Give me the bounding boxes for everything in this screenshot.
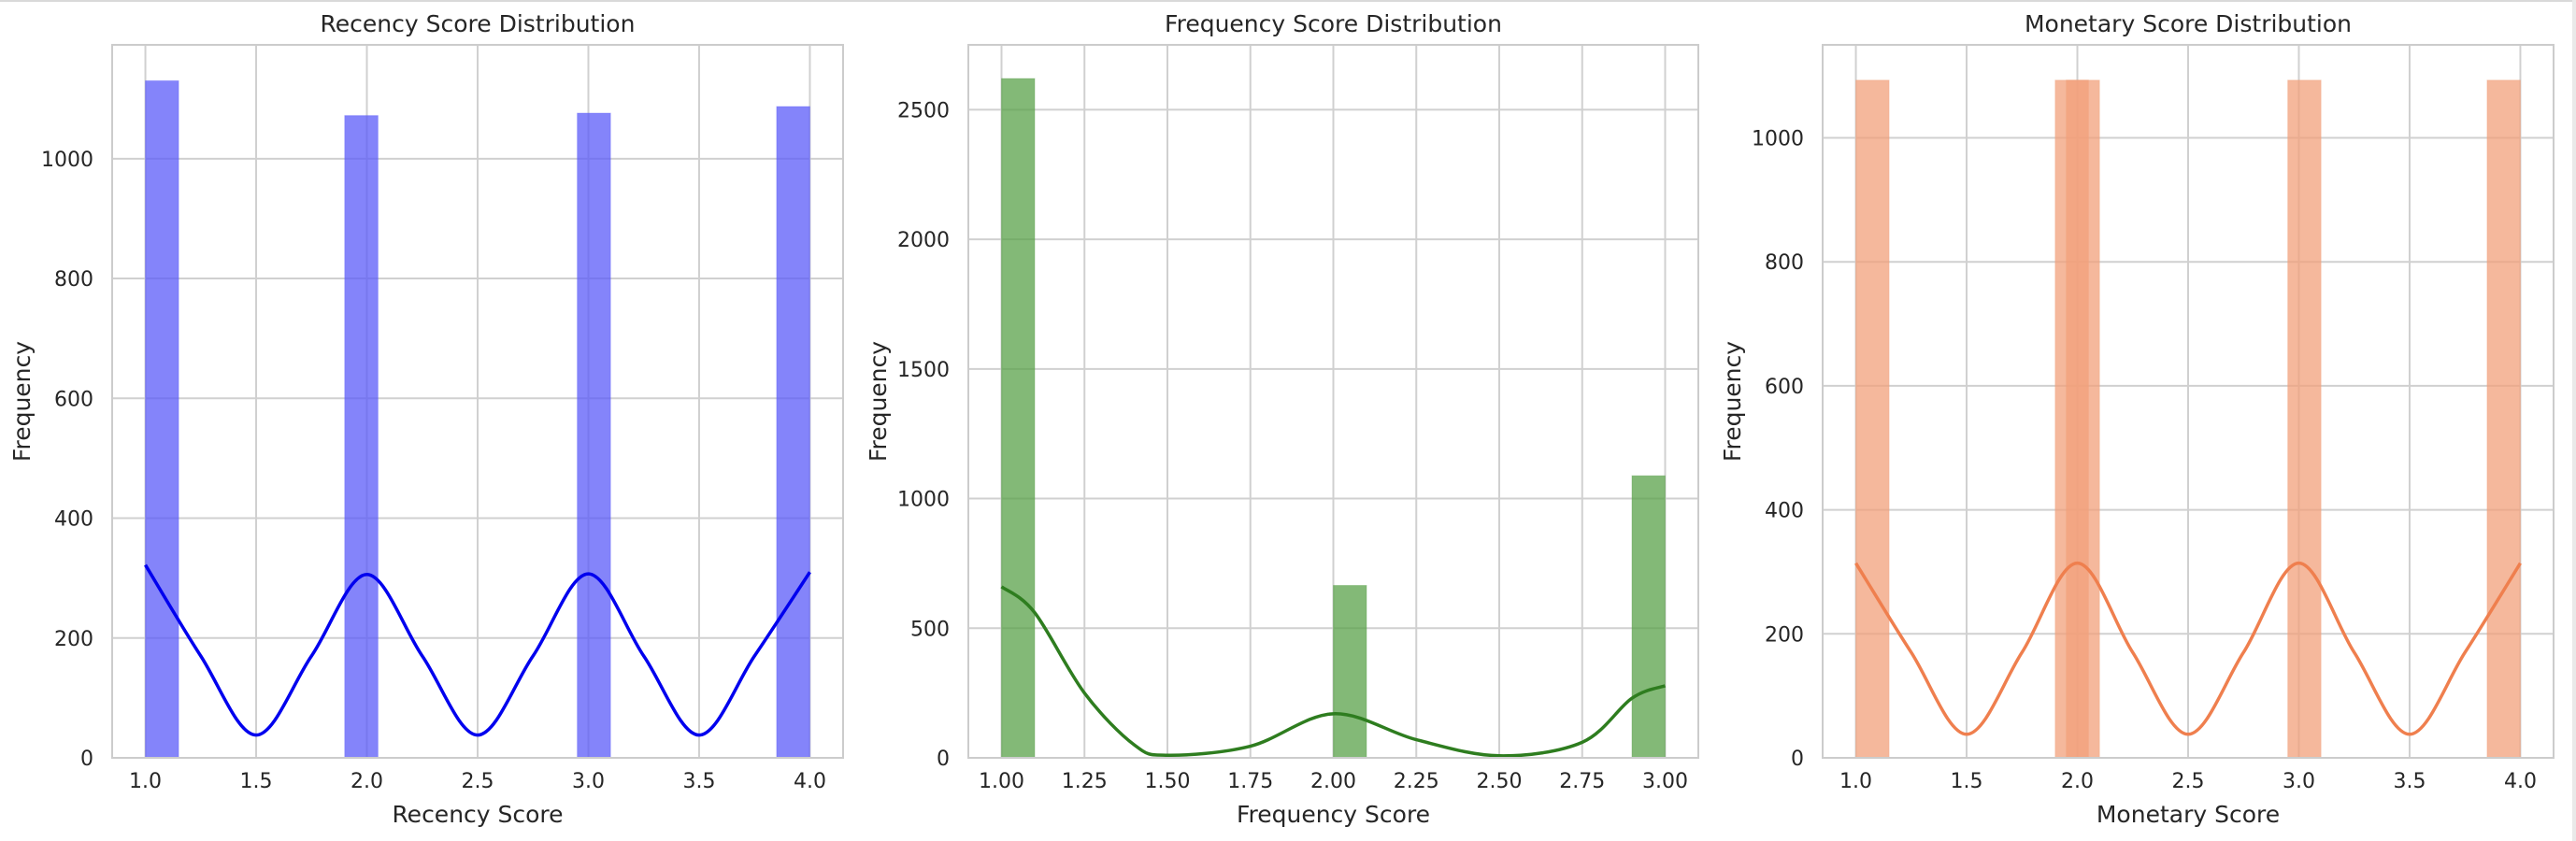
recency-bar bbox=[344, 115, 379, 759]
monetary-ytick-label: 1000 bbox=[1752, 128, 1804, 151]
monetary-y-axis-label: Frequency bbox=[1719, 341, 1746, 462]
monetary-xtick-label: 3.0 bbox=[2283, 770, 2315, 793]
recency-xtick-label: 1.0 bbox=[129, 770, 162, 793]
monetary-ytick-label: 600 bbox=[1765, 376, 1804, 399]
monetary-xtick-label: 2.5 bbox=[2172, 770, 2205, 793]
monetary-chart-title: Monetary Score Distribution bbox=[2025, 10, 2352, 37]
monetary-xtick-label: 4.0 bbox=[2504, 770, 2537, 793]
monetary-bar bbox=[1855, 79, 1890, 759]
frequency-xtick-label: 2.25 bbox=[1394, 770, 1439, 793]
frequency-chart-title: Frequency Score Distribution bbox=[1165, 10, 1502, 37]
monetary-bar bbox=[2066, 79, 2100, 759]
frequency-kde-line bbox=[1000, 585, 1667, 758]
frequency-xtick-label: 1.00 bbox=[979, 770, 1024, 793]
recency-bar bbox=[577, 112, 611, 759]
monetary-axes-frame bbox=[1822, 44, 2555, 759]
recency-ytick-label: 800 bbox=[54, 268, 93, 292]
recency-ytick-label: 600 bbox=[54, 388, 93, 411]
frequency-bar bbox=[1631, 475, 1666, 759]
monetary-xtick-label: 1.0 bbox=[1839, 770, 1872, 793]
monetary-x-axis-label: Monetary Score bbox=[2097, 801, 2280, 828]
frequency-xtick-label: 2.00 bbox=[1310, 770, 1356, 793]
frequency-ytick-label: 2000 bbox=[897, 229, 950, 252]
recency-xtick-label: 3.0 bbox=[572, 770, 605, 793]
frequency-bar bbox=[1001, 78, 1036, 759]
monetary-bar bbox=[2486, 79, 2521, 759]
recency-ytick-label: 1000 bbox=[41, 149, 93, 172]
frequency-ytick-label: 0 bbox=[937, 748, 950, 771]
frequency-x-axis-label: Frequency Score bbox=[1237, 801, 1430, 828]
recency-ytick-label: 400 bbox=[54, 508, 93, 532]
monetary-xtick-label: 3.5 bbox=[2393, 770, 2426, 793]
window-right-edge bbox=[2572, 0, 2576, 841]
chart-monetary: 1.0 1.5 2.0 2.5 3.0 3.5 4.0 0 200 400 600 800 1000 Mo… bbox=[1719, 10, 2555, 828]
frequency-xtick-label: 2.75 bbox=[1559, 770, 1605, 793]
frequency-xtick-label: 3.00 bbox=[1642, 770, 1688, 793]
frequency-ytick-label: 1000 bbox=[897, 489, 950, 512]
frequency-bar bbox=[1333, 584, 1367, 759]
recency-xtick-label: 2.5 bbox=[462, 770, 494, 793]
recency-ytick-label: 0 bbox=[80, 748, 93, 771]
frequency-xtick-label: 1.75 bbox=[1227, 770, 1273, 793]
frequency-ytick-label: 2500 bbox=[897, 99, 950, 122]
recency-xtick-label: 3.5 bbox=[682, 770, 715, 793]
recency-x-axis-label: Recency Score bbox=[392, 801, 563, 828]
recency-kde-line bbox=[144, 563, 811, 737]
recency-y-axis-label: Frequency bbox=[8, 341, 36, 462]
recency-ytick-label: 200 bbox=[54, 628, 93, 651]
window-top-edge bbox=[0, 0, 2576, 2]
frequency-ytick-label: 1500 bbox=[897, 359, 950, 382]
monetary-ytick-label: 400 bbox=[1765, 500, 1804, 523]
recency-bar bbox=[776, 106, 810, 759]
monetary-ytick-label: 0 bbox=[1791, 748, 1804, 771]
chart-frequency: 1.00 1.25 1.50 1.75 2.00 2.25 2.50 2.75 3.00 0 500… bbox=[865, 10, 1699, 828]
monetary-xtick-label: 2.0 bbox=[2061, 770, 2094, 793]
monetary-bar bbox=[2287, 79, 2322, 759]
frequency-xtick-label: 2.50 bbox=[1477, 770, 1523, 793]
frequency-xtick-label: 1.25 bbox=[1062, 770, 1108, 793]
monetary-ytick-label: 800 bbox=[1765, 251, 1804, 275]
chart-recency: 1.0 1.5 2.0 2.5 3.0 3.5 4.0 0 200 400 600 800 1000 Re… bbox=[8, 10, 844, 828]
frequency-y-axis-label: Frequency bbox=[865, 341, 892, 462]
monetary-xtick-label: 1.5 bbox=[1951, 770, 1983, 793]
frequency-axes-frame bbox=[967, 44, 1699, 759]
monetary-ytick-label: 200 bbox=[1765, 623, 1804, 647]
frequency-xtick-label: 1.50 bbox=[1145, 770, 1191, 793]
frequency-ytick-label: 500 bbox=[910, 618, 950, 641]
monetary-kde-line bbox=[1854, 561, 2522, 736]
recency-xtick-label: 2.0 bbox=[351, 770, 383, 793]
recency-bar bbox=[145, 79, 179, 759]
recency-xtick-label: 4.0 bbox=[794, 770, 826, 793]
recency-xtick-label: 1.5 bbox=[240, 770, 273, 793]
recency-axes-frame bbox=[111, 44, 844, 759]
recency-chart-title: Recency Score Distribution bbox=[321, 10, 636, 37]
